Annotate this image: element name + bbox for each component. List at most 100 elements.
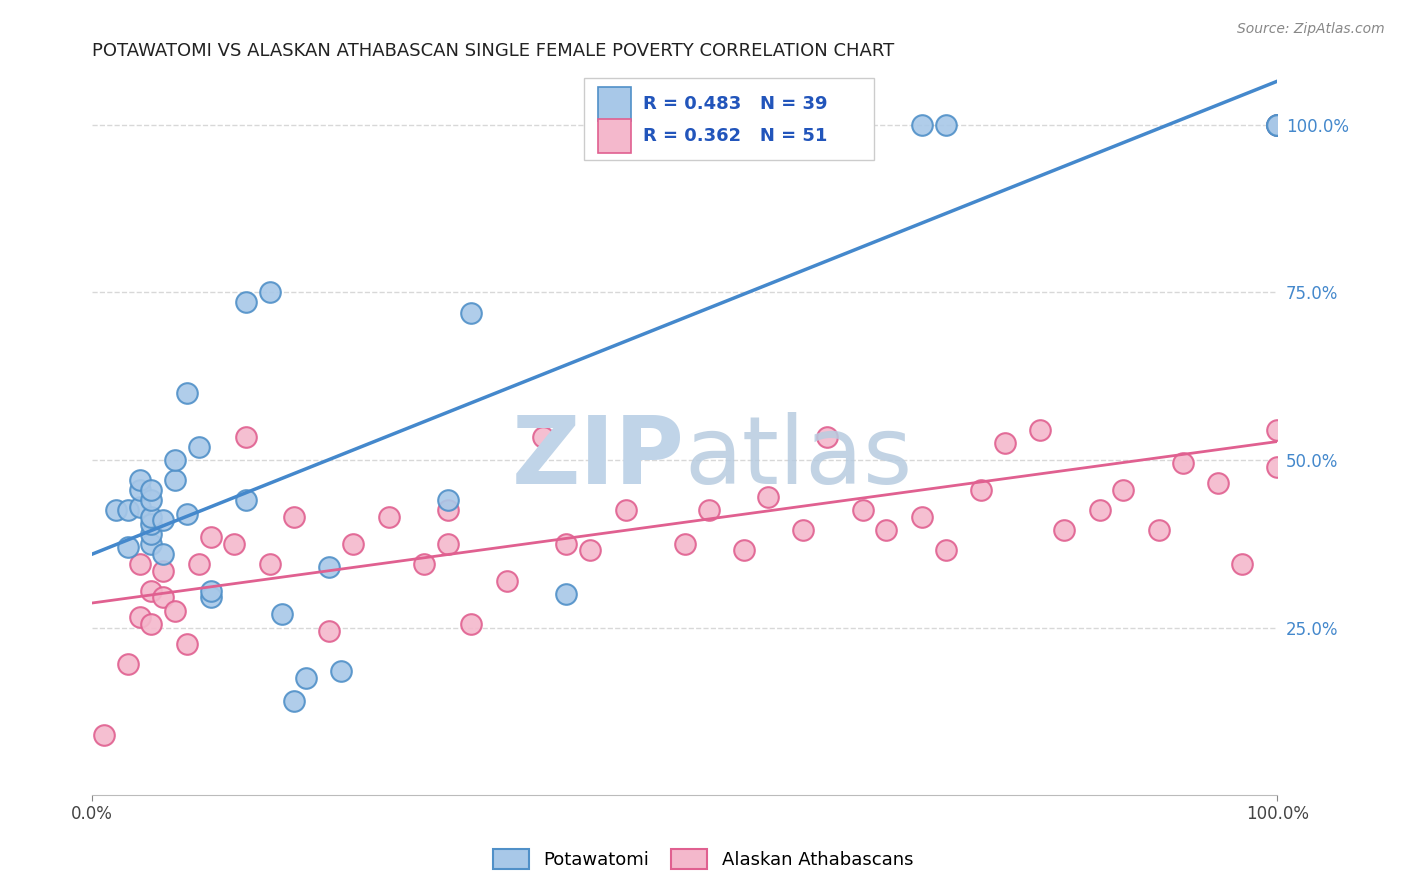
Point <box>165 604 187 618</box>
FancyBboxPatch shape <box>583 78 875 161</box>
Point <box>460 617 482 632</box>
Point <box>1267 118 1289 132</box>
Point <box>176 386 198 401</box>
Point <box>1112 483 1135 497</box>
Point <box>733 118 755 132</box>
Point <box>141 516 163 531</box>
Point <box>270 607 292 621</box>
Point <box>436 503 458 517</box>
Point <box>733 543 755 558</box>
Point <box>141 526 163 541</box>
Point <box>141 510 163 524</box>
Point <box>460 305 482 319</box>
Point <box>673 537 696 551</box>
FancyBboxPatch shape <box>599 119 631 153</box>
Point <box>733 118 755 132</box>
FancyBboxPatch shape <box>599 87 631 121</box>
Point <box>815 429 838 443</box>
Point <box>970 483 993 497</box>
Point <box>224 537 246 551</box>
Point <box>377 510 399 524</box>
Point <box>141 493 163 508</box>
Point <box>283 510 305 524</box>
Point <box>152 591 174 605</box>
Point <box>1267 118 1289 132</box>
Point <box>1206 476 1229 491</box>
Point <box>176 637 198 651</box>
Point <box>756 490 779 504</box>
Point <box>318 624 340 638</box>
Point <box>935 118 957 132</box>
Point <box>555 587 578 601</box>
Point <box>1267 423 1289 437</box>
Point <box>496 574 519 588</box>
Point <box>128 557 150 571</box>
Point <box>141 617 163 632</box>
Point <box>579 543 602 558</box>
Point <box>1147 524 1170 538</box>
Point <box>436 537 458 551</box>
Point <box>330 664 353 678</box>
Point <box>165 473 187 487</box>
Point <box>128 610 150 624</box>
Text: R = 0.483   N = 39: R = 0.483 N = 39 <box>644 95 828 112</box>
Point <box>1053 524 1076 538</box>
Point <box>235 493 257 508</box>
Text: POTAWATOMI VS ALASKAN ATHABASCAN SINGLE FEMALE POVERTY CORRELATION CHART: POTAWATOMI VS ALASKAN ATHABASCAN SINGLE … <box>93 42 894 60</box>
Point <box>318 560 340 574</box>
Text: ZIP: ZIP <box>512 412 685 504</box>
Point <box>128 500 150 514</box>
Point <box>187 440 209 454</box>
Point <box>200 583 222 598</box>
Point <box>235 429 257 443</box>
Point <box>1230 557 1253 571</box>
Point <box>531 429 554 443</box>
Point <box>141 483 163 497</box>
Point <box>104 503 127 517</box>
Point <box>165 453 187 467</box>
Point <box>93 728 115 742</box>
Point <box>1171 456 1194 470</box>
Text: Source: ZipAtlas.com: Source: ZipAtlas.com <box>1237 22 1385 37</box>
Point <box>152 547 174 561</box>
Point <box>342 537 364 551</box>
Point <box>235 295 257 310</box>
Point <box>283 694 305 708</box>
Point <box>413 557 436 571</box>
Point <box>697 503 720 517</box>
Point <box>200 530 222 544</box>
Text: atlas: atlas <box>685 412 912 504</box>
Point <box>117 657 139 672</box>
Point <box>128 483 150 497</box>
Point <box>994 436 1017 450</box>
Point <box>1267 459 1289 474</box>
Point <box>911 510 934 524</box>
Point <box>935 543 957 558</box>
Point <box>176 507 198 521</box>
Point <box>875 524 897 538</box>
Point <box>200 591 222 605</box>
Point <box>852 503 875 517</box>
Legend: Potawatomi, Alaskan Athabascans: Potawatomi, Alaskan Athabascans <box>484 839 922 879</box>
Point <box>187 557 209 571</box>
Point <box>128 473 150 487</box>
Point <box>436 493 458 508</box>
Point <box>1029 423 1052 437</box>
Point <box>1267 118 1289 132</box>
Point <box>555 537 578 551</box>
Point <box>294 671 316 685</box>
Point <box>117 503 139 517</box>
Point <box>259 285 281 300</box>
Point <box>152 564 174 578</box>
Point <box>614 503 637 517</box>
Point <box>152 513 174 527</box>
Point <box>259 557 281 571</box>
Point <box>117 540 139 554</box>
Point <box>911 118 934 132</box>
Point <box>792 524 814 538</box>
Point <box>1267 118 1289 132</box>
Point <box>141 583 163 598</box>
Point <box>1088 503 1111 517</box>
Text: R = 0.362   N = 51: R = 0.362 N = 51 <box>644 127 828 145</box>
Point <box>141 537 163 551</box>
